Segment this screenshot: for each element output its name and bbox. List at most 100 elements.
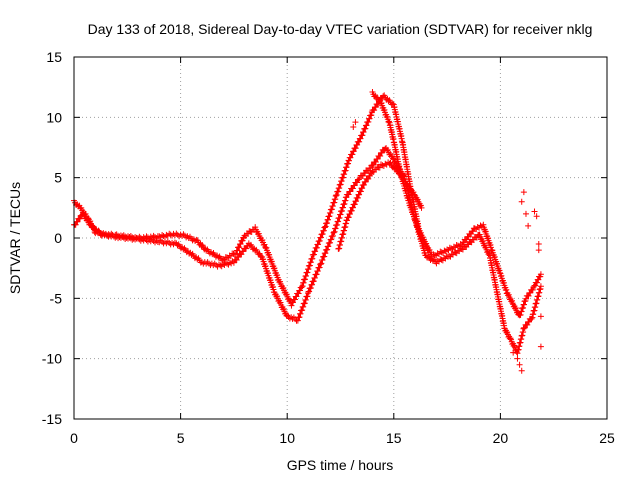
data-point xyxy=(119,233,126,240)
x-tick-label: 0 xyxy=(70,430,78,446)
data-point xyxy=(533,213,540,220)
data-point xyxy=(262,243,269,250)
data-point xyxy=(350,123,357,130)
data-point xyxy=(236,244,243,251)
data-point xyxy=(142,235,149,242)
data-point xyxy=(370,161,377,168)
data-point xyxy=(306,288,313,295)
series-scatter-outliers xyxy=(350,119,544,374)
data-point xyxy=(354,179,361,186)
data-point xyxy=(319,256,326,263)
data-point xyxy=(424,245,431,252)
data-point xyxy=(430,251,437,258)
data-point xyxy=(274,271,281,278)
data-point xyxy=(316,237,323,244)
series-track-1 xyxy=(71,92,544,319)
data-point xyxy=(374,155,381,162)
data-point xyxy=(359,185,366,192)
data-point xyxy=(321,253,328,260)
data-point xyxy=(234,247,241,254)
data-point xyxy=(315,241,322,248)
data-point xyxy=(292,296,299,303)
data-point xyxy=(302,296,309,303)
data-point xyxy=(343,217,350,224)
data-point xyxy=(310,251,317,258)
data-point xyxy=(453,242,460,249)
data-point xyxy=(299,307,306,314)
data-point xyxy=(296,287,303,294)
data-point xyxy=(516,361,523,368)
data-point xyxy=(102,230,109,237)
data-point xyxy=(360,181,367,188)
data-point xyxy=(345,191,352,198)
data-point xyxy=(157,237,164,244)
series-track-2 xyxy=(71,145,544,357)
data-point xyxy=(356,191,363,198)
data-point xyxy=(309,281,316,288)
data-point xyxy=(362,125,369,132)
y-tick-label: -10 xyxy=(42,351,62,367)
data-point xyxy=(366,115,373,122)
data-point xyxy=(359,132,366,139)
data-point xyxy=(149,236,156,243)
data-point xyxy=(204,259,211,266)
data-point xyxy=(329,232,336,239)
data-point xyxy=(360,129,367,136)
y-tick-label: -15 xyxy=(42,411,62,427)
data-point xyxy=(164,238,171,245)
data-point xyxy=(522,295,529,302)
data-point xyxy=(357,135,364,142)
data-point xyxy=(317,234,324,241)
data-point xyxy=(346,211,353,218)
data-point xyxy=(345,214,352,221)
x-tick-label: 10 xyxy=(279,430,295,446)
x-tick-label: 25 xyxy=(599,430,615,446)
data-point xyxy=(385,118,392,125)
data-point xyxy=(74,218,81,225)
data-point xyxy=(530,283,537,290)
data-point xyxy=(310,278,317,285)
data-point xyxy=(288,302,295,309)
data-point xyxy=(420,236,427,243)
data-point xyxy=(294,317,301,324)
data-point xyxy=(237,240,244,247)
data-point xyxy=(378,100,385,107)
data-point xyxy=(485,251,492,258)
data-point xyxy=(298,284,305,291)
data-point xyxy=(414,223,421,230)
data-point xyxy=(418,204,425,211)
data-point xyxy=(109,231,116,238)
data-point xyxy=(312,248,319,255)
data-point xyxy=(437,256,444,263)
data-point xyxy=(313,271,320,278)
data-point xyxy=(534,279,541,286)
data-point xyxy=(330,229,337,236)
data-point xyxy=(171,239,178,246)
data-point xyxy=(531,208,538,215)
data-point xyxy=(327,239,334,246)
series-track-4 xyxy=(369,89,431,254)
data-point xyxy=(239,237,246,244)
data-point xyxy=(180,231,187,238)
data-point xyxy=(525,318,532,325)
data-point xyxy=(348,207,355,214)
data-point xyxy=(189,237,196,244)
data-point xyxy=(518,198,525,205)
data-point xyxy=(350,148,357,155)
data-point xyxy=(349,151,356,158)
data-point xyxy=(520,189,527,196)
data-point xyxy=(316,264,323,271)
y-tick-label: 15 xyxy=(46,49,62,65)
data-point xyxy=(318,260,325,267)
data-point xyxy=(384,113,391,120)
data-point xyxy=(351,201,358,208)
data-point xyxy=(535,276,542,283)
data-point xyxy=(170,241,177,248)
data-point xyxy=(301,300,308,307)
data-point xyxy=(134,235,141,242)
data-point xyxy=(537,313,544,320)
data-point xyxy=(362,178,369,185)
data-point xyxy=(535,241,542,248)
data-point xyxy=(365,118,372,125)
